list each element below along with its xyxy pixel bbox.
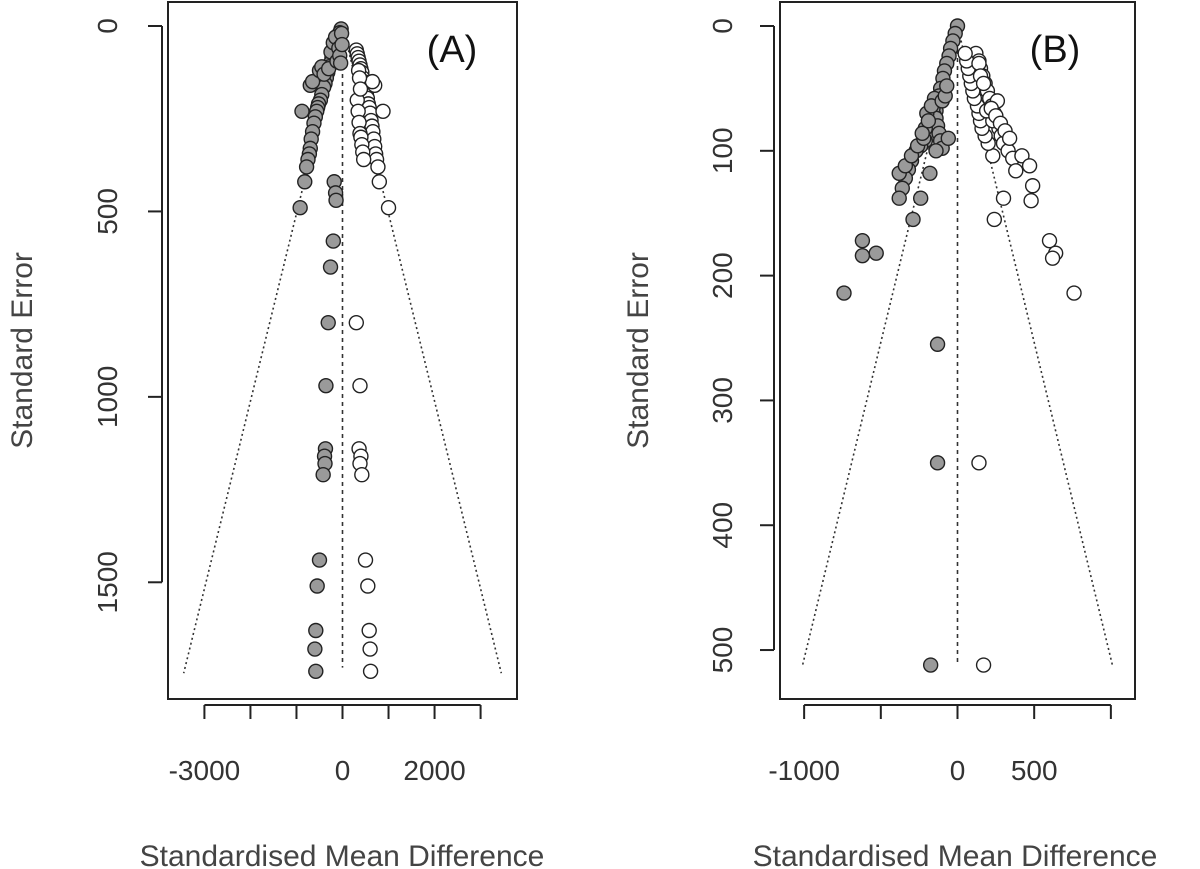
observed-point — [309, 578, 325, 594]
imputed-point — [971, 455, 987, 471]
x-tick-label: 0 — [950, 755, 966, 786]
observed-point — [311, 552, 328, 568]
imputed-point — [354, 467, 370, 483]
imputed-point — [986, 211, 1003, 228]
observed-point — [325, 233, 341, 249]
observed-point — [929, 336, 946, 352]
observed-point — [912, 190, 929, 206]
observed-point — [891, 190, 907, 206]
imputed-point — [371, 174, 388, 190]
observed-point — [914, 125, 930, 142]
imputed-point — [362, 663, 379, 679]
observed-point — [854, 232, 871, 249]
y-tick-label: 500 — [92, 188, 123, 235]
observed-point — [308, 663, 324, 679]
observed-point — [294, 103, 310, 119]
imputed-point — [370, 159, 386, 175]
x-axis-title: Standardised Mean Difference — [753, 840, 1158, 869]
imputed-point — [355, 151, 372, 168]
imputed-point — [380, 200, 397, 216]
y-tick-label: 0 — [707, 18, 738, 34]
observed-point — [334, 36, 350, 53]
observed-point — [315, 467, 331, 483]
y-tick-label: 1000 — [92, 366, 123, 428]
imputed-point — [360, 578, 376, 594]
imputed-point — [352, 81, 369, 97]
observed-point — [320, 314, 336, 331]
observed-point — [332, 55, 349, 71]
imputed-point — [1008, 163, 1024, 179]
imputed-point — [375, 103, 391, 119]
observed-point — [304, 73, 321, 90]
x-axis-title: Standardised Mean Difference — [140, 840, 545, 869]
observed-point — [929, 455, 946, 471]
funnel-panel-a: -3000 0 2000 0 500 1000 1500 Standardised Mean … — [6, 1, 545, 869]
imputed-point — [995, 190, 1012, 206]
observed-point — [328, 192, 344, 209]
imputed-point — [362, 641, 378, 657]
imputed-point — [1021, 158, 1038, 174]
y-tick-label: 0 — [92, 18, 123, 34]
imputed-point — [348, 314, 365, 331]
imputed-point — [352, 378, 368, 394]
observed-point — [854, 247, 871, 264]
observed-point — [922, 657, 939, 673]
observed-point — [322, 259, 339, 275]
observed-point — [868, 245, 884, 261]
x-tick-label: 2000 — [403, 755, 465, 786]
observed-point — [939, 78, 955, 94]
imputed-point — [361, 622, 377, 639]
y-tick-label: 100 — [707, 127, 738, 174]
x-tick-label: 0 — [335, 755, 351, 786]
observed-point — [922, 165, 938, 181]
imputed-point — [957, 45, 973, 62]
y-axis-title: Standard Error — [622, 252, 655, 449]
panel-label: (A) — [427, 29, 478, 71]
imputed-point — [1024, 178, 1041, 194]
observed-point — [836, 285, 852, 301]
plot-frame — [167, 1, 518, 700]
observed-point — [297, 174, 313, 190]
observed-point — [292, 200, 308, 216]
y-tick-label: 200 — [707, 252, 738, 299]
imputed-point — [975, 657, 992, 673]
observed-point — [318, 378, 334, 394]
y-tick-label: 500 — [707, 627, 738, 674]
imputed-point — [1014, 148, 1030, 164]
y-tick-label: 300 — [707, 377, 738, 424]
x-tick-label: -3000 — [169, 755, 241, 786]
observed-point — [920, 113, 937, 129]
imputed-point — [357, 552, 374, 568]
observed-point — [940, 130, 956, 147]
observed-point — [298, 159, 315, 175]
observed-point — [928, 143, 944, 159]
imputed-point — [1041, 232, 1058, 249]
imputed-point — [1066, 285, 1082, 301]
imputed-point — [1001, 130, 1018, 147]
y-tick-label: 1500 — [92, 551, 123, 613]
observed-point — [307, 641, 323, 657]
imputed-point — [975, 75, 992, 92]
funnel-panel-b: -1000 0 500 0 100 200 300 400 500 Standardised Me… — [622, 1, 1158, 869]
x-tick-label: -1000 — [768, 755, 840, 786]
x-tick-label: 500 — [1011, 755, 1058, 786]
panel-label: (B) — [1030, 29, 1081, 71]
imputed-point — [971, 55, 987, 72]
observed-point — [905, 211, 921, 228]
y-axis-title: Standard Error — [6, 252, 39, 449]
observed-point — [308, 622, 324, 639]
plot-frame — [779, 1, 1136, 700]
imputed-point — [1044, 250, 1061, 266]
y-tick-label: 400 — [707, 502, 738, 549]
imputed-point — [1023, 193, 1039, 209]
